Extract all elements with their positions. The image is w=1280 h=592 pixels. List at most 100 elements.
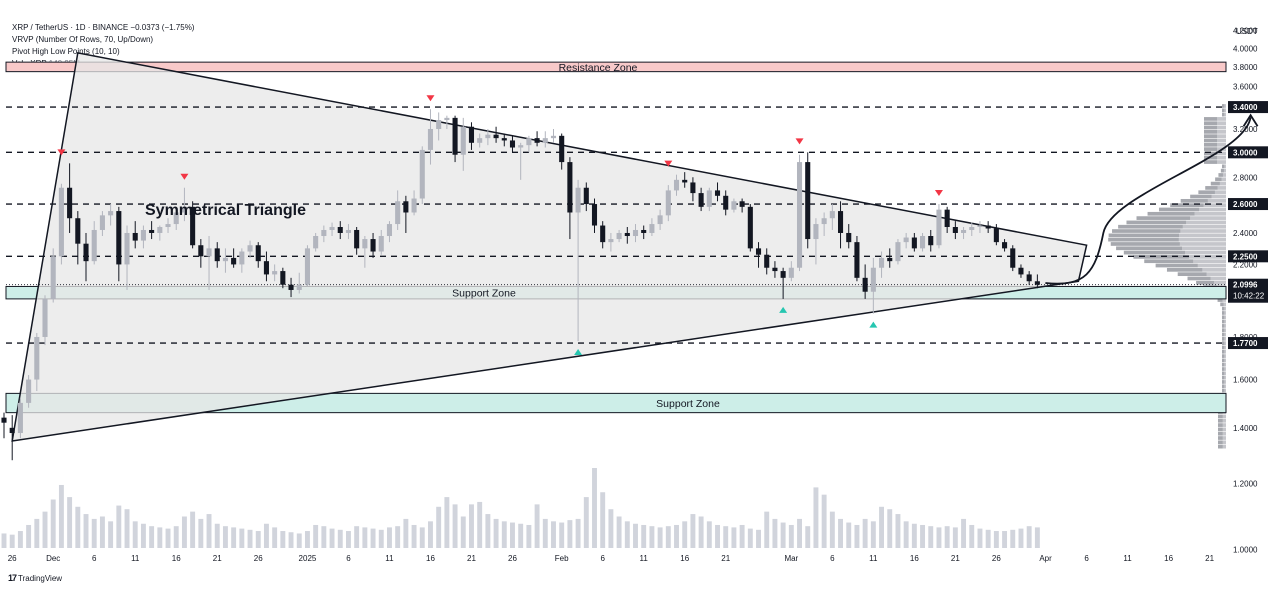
candle-body [624, 232, 630, 237]
candle-body [419, 149, 425, 199]
volume-profile-down-bar [1223, 168, 1226, 173]
volume-profile-down-bar [1178, 237, 1226, 242]
volume-profile-down-bar [1217, 125, 1226, 130]
candle-body [493, 134, 499, 139]
volume-bar [313, 524, 319, 548]
volume-bar [731, 527, 737, 548]
candle-body [272, 271, 278, 275]
candle-bullish [329, 222, 335, 237]
volume-profile-down-bar [1222, 414, 1226, 419]
candle-body [796, 162, 803, 268]
volume-bar [854, 524, 860, 548]
volume-bar [928, 526, 934, 548]
volume-bar [510, 522, 515, 548]
candle-body [34, 336, 40, 380]
candle-body [214, 248, 220, 262]
volume-profile-down-bar [1224, 354, 1226, 358]
candle-body [698, 193, 704, 207]
legend-indicator-vrvp[interactable]: VRVP (Number Of Rows, 70, Up/Down) [12, 35, 154, 44]
volume-profile-down-bar [1224, 315, 1226, 320]
volume-profile-down-bar [1203, 203, 1226, 208]
candle-body [345, 229, 351, 233]
volume-bar [977, 528, 983, 548]
volume-bar [756, 529, 761, 548]
volume-profile-up-bar [1218, 431, 1223, 436]
candle-bullish [518, 142, 524, 180]
volume-profile-down-bar [1179, 242, 1226, 246]
candle-bearish [928, 229, 934, 252]
candle-body [911, 237, 917, 249]
volume-profile-up-bar [1204, 125, 1218, 130]
candle-bullish [124, 225, 130, 290]
volume-profile-up-bar [1108, 233, 1180, 238]
volume-bar [485, 514, 491, 548]
volume-profile-up-bar [1222, 108, 1225, 113]
candle-bullish [542, 131, 548, 148]
volume-profile-up-bar [1204, 130, 1218, 134]
price-tick-label: 2.4000 [1233, 229, 1258, 238]
candle-bullish [977, 221, 983, 233]
candle-bullish [42, 295, 48, 346]
volume-bar [1, 533, 7, 548]
legend-symbol-row[interactable]: XRP / TetherUS · 1D · BINANCE −0.0373 (−… [12, 22, 194, 34]
pattern-label: Symmetrical Triangle [145, 202, 306, 219]
volume-bar [181, 516, 187, 548]
volume-bar [34, 518, 40, 548]
volume-bar [575, 518, 581, 548]
candle-body [42, 298, 48, 337]
time-tick-label: 21 [721, 554, 730, 563]
zone-labels: Resistance Zone Support Zone Support Zone S… [145, 62, 720, 410]
time-tick-label: 6 [1084, 554, 1089, 563]
candle-body [124, 232, 130, 265]
candle-bearish [600, 221, 606, 249]
volume-bar [895, 514, 901, 548]
candle-body [165, 224, 171, 228]
volume-profile-down-bar [1224, 384, 1226, 389]
volume-bar [190, 511, 196, 548]
candle-bullish [26, 375, 32, 408]
volume-profile-down-bar [1217, 142, 1226, 147]
volume-profile-up-bar [1204, 121, 1218, 126]
candle-body [255, 245, 261, 262]
volume-profile-up-bar [1218, 423, 1223, 427]
volume-bar [821, 494, 827, 548]
candle-bearish [805, 152, 811, 249]
volume-bar [469, 504, 474, 548]
time-tick-label: 11 [1123, 554, 1132, 563]
candle-bullish [436, 112, 442, 141]
candle-bearish [1034, 274, 1040, 289]
candle-body [616, 232, 622, 240]
candle-bearish [231, 248, 237, 268]
volume-bar [682, 521, 688, 548]
time-axis[interactable]: 26 Dec 6 11 16 21 26 2025 6 11 16 21 26 Feb 6 11 16 21 Mar… [8, 554, 1215, 563]
candle-body [526, 138, 532, 146]
legend-indicator-pivots[interactable]: Pivot High Low Points (10, 10) [12, 47, 120, 56]
time-tick-label: 21 [951, 554, 960, 563]
volume-profile-down-bar [1224, 362, 1226, 367]
volume-bar [739, 524, 745, 548]
volume-bar [26, 524, 32, 548]
tradingview-logo[interactable]: 17 TradingView [8, 573, 63, 583]
volume-bar [993, 531, 999, 548]
volume-bar [387, 527, 392, 548]
volume-profile-down-bar [1224, 311, 1226, 315]
candle-bearish [887, 248, 893, 268]
volume-profile-down-bar [1214, 280, 1226, 285]
candle-bullish [247, 240, 253, 258]
time-tick-label: 26 [508, 554, 517, 563]
candle-body [1002, 242, 1008, 249]
volume-profile-down-bar [1224, 367, 1226, 371]
volume-bar [608, 509, 614, 548]
candle-body [821, 218, 827, 225]
volume-profile-down-bar [1202, 267, 1226, 272]
volume-bar [477, 501, 483, 548]
candle-bearish [288, 277, 294, 298]
volume-bar [222, 526, 228, 548]
volume-bar [706, 521, 712, 548]
volume-bar [542, 518, 548, 548]
volume-bar [132, 521, 138, 548]
volume-bar [633, 523, 638, 548]
volume-bar [501, 521, 507, 548]
